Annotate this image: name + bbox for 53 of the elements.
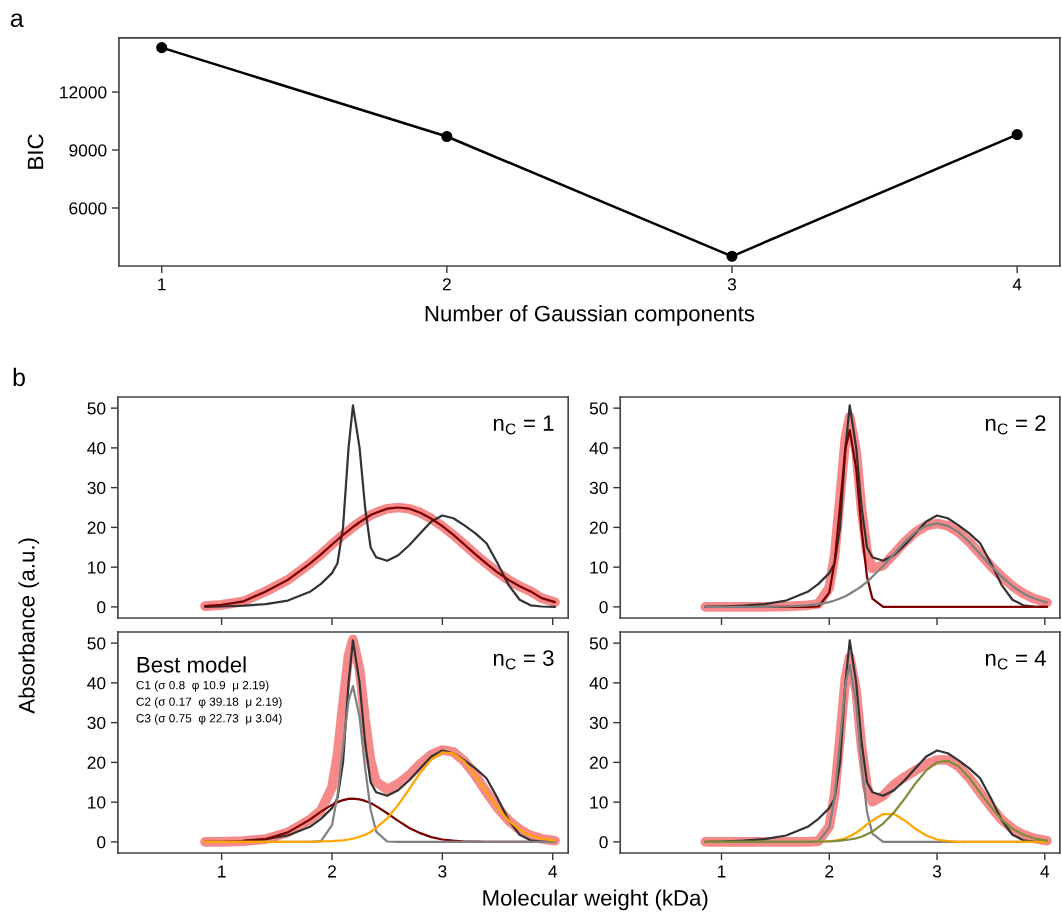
y-tick-label: 50	[589, 637, 608, 650]
y-tick-label: 0	[97, 836, 106, 849]
y-tick-label: 10	[590, 561, 608, 574]
x-tick-label: 2	[328, 865, 336, 878]
y-tick-label: 0	[97, 601, 106, 614]
y-tick-label: 40	[87, 442, 106, 455]
annotation: n$_{C}$ = 1	[493, 415, 554, 435]
chart-title: b	[13, 367, 25, 387]
y-tick-label: 0	[599, 601, 608, 614]
y-tick-label: 50	[87, 637, 106, 650]
y-tick-label: 0	[599, 836, 608, 849]
x-tick-label: 3	[727, 278, 737, 291]
y-tick-label: 30	[87, 481, 106, 495]
annotation: n$_{C}$ = 2	[985, 415, 1046, 435]
annotation: n$_{C}$ = 4	[985, 650, 1046, 670]
annotation: C2 (σ 0.17 φ 39.18 μ 2.19)	[136, 697, 282, 709]
y-tick-label: 30	[589, 481, 608, 495]
y-tick-label: 50	[589, 402, 608, 415]
y-tick-label: 10	[88, 796, 106, 809]
x-tick-label: 3	[438, 865, 447, 878]
y-tick-label: 20	[589, 521, 608, 534]
x-axis-title: Number of Gaussian components	[425, 305, 755, 326]
y-tick-label: 9000	[69, 144, 107, 157]
y-tick-label: 30	[589, 716, 608, 730]
x-tick-label: 1	[218, 865, 226, 878]
y-axis-title: Absorbance (a.u.)	[18, 538, 40, 714]
x-tick-label: 2	[442, 278, 451, 291]
y-tick-label: 20	[87, 521, 106, 534]
y-tick-label: 50	[87, 402, 106, 415]
y-axis-title: BIC	[27, 134, 44, 169]
x-axis-title: Molecular weight (kDa)	[483, 889, 708, 911]
y-tick-label: 40	[589, 677, 608, 690]
y-tick-label: 10	[590, 796, 608, 809]
annotation: C3 (σ 0.75 φ 22.73 μ 3.04)	[136, 713, 282, 725]
y-tick-label: 20	[87, 756, 106, 769]
annotation: n$_{C}$ = 3	[493, 650, 554, 670]
x-tick-label: 4	[1012, 278, 1022, 291]
x-tick-label: 3	[932, 865, 942, 878]
y-tick-label: 12000	[60, 86, 107, 99]
chart-title: a	[10, 13, 24, 28]
y-tick-label: 6000	[69, 202, 107, 215]
annotation: Best model	[137, 656, 246, 673]
x-tick-label: 4	[1040, 865, 1050, 878]
y-tick-label: 40	[87, 677, 106, 690]
y-tick-label: 40	[589, 442, 608, 455]
x-tick-label: 4	[548, 865, 558, 878]
annotation: C1 (σ 0.8 φ 10.9 μ 2.19)	[136, 680, 269, 692]
x-tick-label: 2	[825, 865, 834, 878]
y-tick-label: 10	[88, 561, 106, 574]
y-tick-label: 30	[87, 716, 106, 730]
x-tick-label: 1	[158, 278, 166, 291]
x-tick-label: 1	[718, 865, 726, 878]
y-tick-label: 20	[589, 756, 608, 769]
